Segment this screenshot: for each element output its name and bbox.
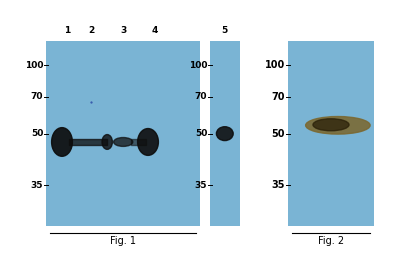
Text: 50: 50	[195, 129, 207, 138]
Text: 70: 70	[195, 92, 207, 101]
Bar	[210, 41, 240, 226]
Bar	[288, 41, 374, 226]
Text: 70: 70	[31, 92, 43, 101]
Text: 50: 50	[272, 129, 285, 139]
Text: Fig. 2: Fig. 2	[318, 236, 344, 246]
Ellipse shape	[114, 137, 133, 146]
Text: 70: 70	[272, 92, 285, 102]
Text: 50: 50	[31, 129, 43, 138]
Ellipse shape	[52, 128, 72, 156]
Text: Fig. 1: Fig. 1	[110, 236, 136, 246]
Text: 35: 35	[272, 180, 285, 190]
Ellipse shape	[102, 135, 112, 149]
Text: 1: 1	[64, 26, 70, 35]
Ellipse shape	[313, 119, 349, 131]
Text: 35: 35	[195, 181, 207, 190]
Text: 2: 2	[88, 26, 94, 35]
Text: 4: 4	[152, 26, 158, 35]
Text: 3: 3	[120, 26, 126, 35]
Text: 35: 35	[31, 181, 43, 190]
Text: 100: 100	[189, 61, 207, 70]
Bar	[46, 41, 200, 226]
Ellipse shape	[138, 128, 158, 155]
Ellipse shape	[306, 116, 370, 134]
Ellipse shape	[216, 127, 233, 141]
Text: 100: 100	[25, 61, 43, 70]
Text: 100: 100	[265, 60, 285, 70]
Text: 5: 5	[222, 26, 228, 35]
